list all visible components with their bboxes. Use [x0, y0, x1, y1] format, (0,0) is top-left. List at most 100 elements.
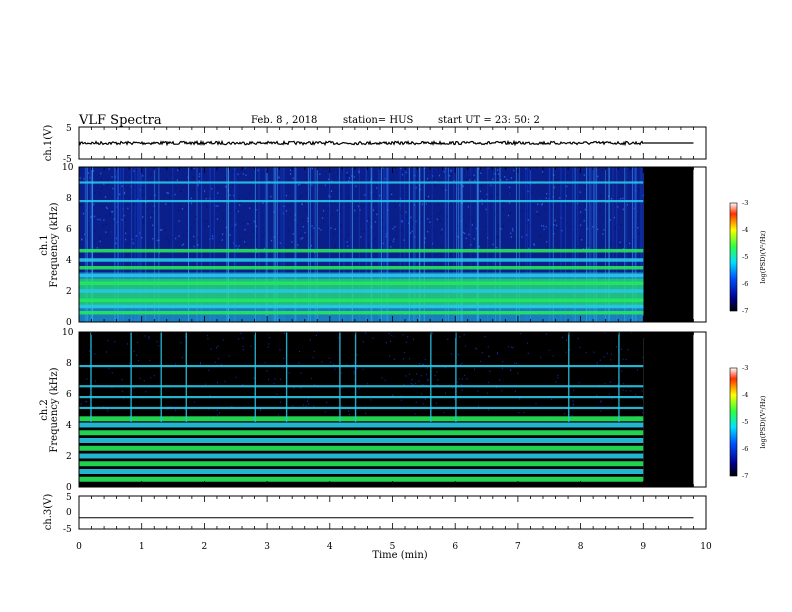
ch2-spectrogram-image [79, 332, 706, 487]
spectrogram-speckle [247, 223, 249, 225]
spectrogram-striation [226, 167, 228, 322]
spectrogram-speckle [404, 192, 406, 195]
spectrogram-speckle [297, 184, 300, 186]
spectrogram-speckle [114, 341, 116, 343]
spectrogram-speckle [526, 210, 528, 212]
spectrogram-speckle [340, 167, 342, 170]
spectrogram-speckle [461, 378, 463, 380]
spectrogram-speckle [548, 195, 550, 198]
spectrogram-speckle [207, 338, 209, 340]
spectrogram-striation [188, 167, 190, 322]
spectrogram-speckle [558, 218, 560, 220]
spectrogram-striation [134, 167, 136, 322]
spectrogram-spike [185, 332, 187, 422]
spectrogram-speckle [487, 167, 489, 169]
spectrogram-speckle [411, 379, 413, 381]
spectrogram-speckle [98, 215, 100, 217]
spectrogram-speckle [439, 212, 441, 214]
spectrogram-speckle [376, 187, 378, 189]
spectrogram-speckle [315, 334, 317, 337]
spectrogram-striation [640, 167, 642, 322]
spectrogram-speckle [444, 367, 446, 369]
spectrogram-speckle [207, 335, 209, 337]
spectrogram-speckle [203, 220, 205, 222]
spectrogram-speckle [217, 192, 219, 194]
spectrogram-speckle [283, 245, 286, 247]
spectrogram-speckle [584, 208, 586, 211]
spectrogram-speckle [115, 245, 117, 247]
spectrogram-speckle [465, 224, 467, 227]
spectrogram-speckle [641, 185, 643, 188]
spectrogram-speckle [222, 339, 224, 341]
spectrogram-speckle [237, 338, 239, 340]
spectrogram-speckle [475, 227, 477, 230]
spectrogram-speckle [221, 239, 223, 241]
spectrogram-speckle [545, 207, 547, 209]
spectrogram-speckle [87, 172, 90, 174]
spectrogram-speckle [318, 227, 320, 230]
spectrogram-speckle [214, 361, 216, 363]
spectrogram-striation [138, 167, 140, 322]
spectrogram-speckle [445, 189, 447, 192]
spectrogram-band [79, 200, 644, 203]
spectrogram-speckle [237, 173, 239, 176]
spectrogram-speckle [165, 203, 167, 205]
spectrogram-speckle [283, 223, 285, 225]
spectrogram-speckle [436, 371, 438, 373]
spectrogram-speckle [608, 193, 610, 195]
spectrogram-speckle [353, 361, 355, 363]
spectrogram-speckle [159, 229, 162, 231]
spectrogram-striation [122, 167, 124, 322]
spectrogram-striation [608, 167, 610, 322]
spectrogram-striation [399, 167, 401, 322]
spectrogram-striation [593, 167, 595, 322]
spectrogram-speckle [457, 381, 459, 383]
spectrogram-speckle [468, 233, 470, 236]
spectrogram-speckle [127, 207, 129, 210]
spectrogram-speckle [510, 192, 512, 195]
spectrogram-speckle [100, 172, 102, 175]
spectrogram-striation [266, 167, 268, 322]
spectrogram-speckle [267, 346, 269, 348]
spectrogram-speckle [565, 222, 568, 225]
spectrogram-speckle [461, 362, 463, 365]
spectrogram-speckle [285, 194, 288, 197]
spectrogram-speckle [105, 206, 108, 209]
spectrogram-striation [201, 167, 203, 322]
spectrogram-speckle [299, 195, 302, 198]
spectrogram-speckle [199, 363, 201, 365]
x-tick-label: 6 [452, 542, 458, 552]
spectrogram-striation [549, 167, 551, 322]
spectrogram-speckle [565, 351, 567, 353]
spectrogram-speckle [582, 248, 584, 250]
spectrogram-speckle [341, 387, 343, 389]
spectrogram-speckle [208, 225, 210, 228]
spectrogram-speckle [81, 239, 83, 241]
spectrogram-striation [154, 167, 156, 322]
spectrogram-striation [560, 167, 562, 322]
spectrogram-band [79, 445, 644, 451]
spectrogram-speckle [142, 219, 144, 222]
spectrogram-speckle [230, 209, 232, 212]
spectrogram-speckle [239, 204, 241, 206]
spectrogram-speckle [85, 178, 87, 180]
spectrogram-speckle [161, 229, 163, 231]
spectrogram-speckle [143, 221, 145, 224]
spectrogram-speckle [102, 225, 104, 228]
spectrogram-speckle [244, 228, 246, 231]
spectrogram-speckle [392, 394, 394, 396]
spectrogram-speckle [405, 171, 407, 174]
spectrogram-speckle [607, 195, 610, 197]
spectrogram-band [79, 469, 644, 474]
spectrogram-speckle [222, 212, 224, 215]
spectrogram-speckle [315, 185, 318, 187]
ch1-colorbar-label: log(PSD)(V²/Hz) [759, 230, 767, 283]
spectrogram-speckle [95, 380, 97, 382]
spectrogram-speckle [251, 205, 253, 208]
spectrogram-speckle [555, 381, 557, 383]
spectrogram-speckle [93, 215, 96, 218]
spectrogram-striation [404, 167, 406, 322]
spectrogram-speckle [503, 226, 505, 228]
spectrogram-speckle [579, 211, 582, 214]
spectrogram-speckle [324, 184, 326, 186]
